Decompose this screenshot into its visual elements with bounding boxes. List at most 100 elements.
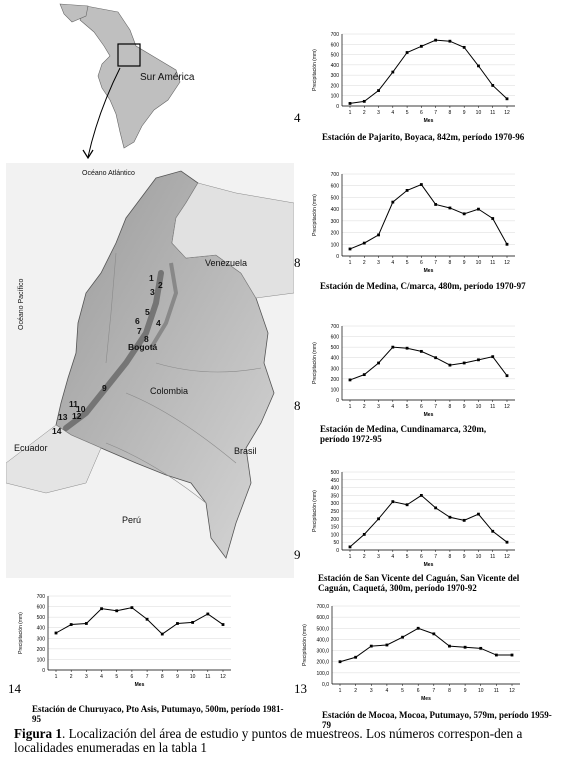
- x-tick-label: 7: [434, 554, 437, 560]
- y-tick-label: 100: [331, 387, 340, 393]
- chart-ref-churuyaco: 14: [8, 681, 21, 696]
- y-tick-label: 400: [331, 63, 340, 69]
- chart-ref-medina2: 8: [294, 398, 301, 413]
- x-tick-label: 12: [504, 110, 510, 116]
- map-point-5: 5: [145, 307, 150, 317]
- x-tick-label: 5: [406, 554, 409, 560]
- data-point: [191, 621, 195, 624]
- data-point: [494, 653, 498, 657]
- y-tick-label: 400: [37, 626, 46, 632]
- chart-label-pajarito: Estación de Pajarito, Boyaca, 842m, perí…: [322, 132, 525, 142]
- y-tick-label: 150: [331, 525, 340, 531]
- x-tick-label: 11: [490, 110, 495, 116]
- data-point: [377, 517, 380, 521]
- precipitation-line: [55, 607, 224, 635]
- y-tick-label: 700: [331, 32, 340, 38]
- x-tick-label: 6: [420, 554, 423, 560]
- data-point: [448, 39, 452, 43]
- y-axis-label: Precipitación (mm): [312, 49, 318, 91]
- data-point: [362, 533, 366, 536]
- x-tick-label: 4: [391, 260, 394, 266]
- data-point: [338, 660, 342, 664]
- x-tick-label: 8: [448, 688, 451, 694]
- data-point: [479, 646, 483, 650]
- y-tick-label: 300: [331, 219, 340, 225]
- arrow-head-icon: [82, 149, 94, 160]
- y-tick-label: 0: [336, 254, 339, 260]
- chart-ref-mocoa: 13: [294, 681, 307, 696]
- data-point: [348, 378, 352, 382]
- y-tick-label: 700: [331, 172, 340, 178]
- data-point: [462, 212, 466, 216]
- data-point: [432, 632, 436, 636]
- map-point-13: 13: [58, 412, 68, 422]
- data-point: [448, 363, 452, 367]
- data-point: [491, 355, 495, 359]
- x-tick-label: 5: [406, 110, 409, 116]
- data-point: [510, 653, 514, 657]
- data-point: [391, 200, 395, 204]
- data-point: [491, 84, 495, 87]
- x-tick-label: 1: [339, 688, 342, 694]
- map-point-6: 6: [135, 316, 140, 326]
- x-tick-label: 4: [386, 688, 389, 694]
- y-tick-label: 0: [336, 548, 339, 554]
- data-point: [405, 346, 409, 350]
- x-tick-label: 2: [70, 674, 73, 680]
- precipitation-line: [349, 346, 508, 381]
- map-label-atlantic: Océano Atlántico: [82, 170, 135, 177]
- map-label-peru: Perú: [122, 515, 142, 525]
- data-point: [505, 242, 509, 246]
- x-tick-label: 9: [463, 260, 466, 266]
- data-point: [405, 51, 409, 54]
- data-point: [221, 623, 225, 626]
- y-tick-label: 200: [331, 83, 340, 89]
- y-tick-label: 500: [331, 53, 340, 59]
- map-label-venezuela: Venezuela: [205, 258, 248, 268]
- x-tick-label: 5: [115, 674, 118, 680]
- data-point: [385, 643, 389, 647]
- data-point: [54, 631, 58, 635]
- x-tick-label: 11: [205, 674, 210, 680]
- x-tick-label: 8: [449, 554, 452, 560]
- chart-label-churuyaco: Estación de Churuyaco, Pto Asis, Putumay…: [32, 704, 284, 724]
- caption-text: . Localización del área de estudio y pun…: [14, 726, 523, 755]
- x-tick-label: 10: [476, 404, 482, 410]
- precipitation-line: [349, 39, 508, 104]
- y-tick-label: 0: [336, 104, 339, 110]
- chart-label-sanvicente: Estación de San Vicente del Caguán, San …: [318, 573, 520, 593]
- chart-ref-pajarito: 4: [294, 110, 301, 125]
- x-tick-label: 5: [406, 260, 409, 266]
- x-tick-label: 10: [190, 674, 196, 680]
- x-tick-label: 11: [490, 554, 495, 560]
- y-tick-label: 100: [331, 94, 340, 100]
- chart-label-mocoa: Estación de Mocoa, Mocoa, Putumayo, 579m…: [322, 710, 552, 730]
- data-point: [477, 358, 480, 362]
- x-tick-label: 2: [363, 260, 366, 266]
- caption-label: Figura 1: [14, 726, 62, 741]
- x-tick-label: 1: [349, 404, 352, 410]
- y-tick-label: 500: [331, 195, 340, 201]
- x-tick-label: 10: [476, 110, 482, 116]
- x-tick-label: 12: [504, 554, 510, 560]
- map-label-colombia: Colombia: [150, 386, 189, 396]
- data-point: [491, 529, 495, 533]
- colombia-map: [6, 163, 294, 578]
- x-tick-label: 1: [349, 554, 352, 560]
- y-tick-label: 300: [331, 501, 340, 507]
- y-tick-label: 300: [331, 366, 340, 372]
- x-tick-label: 9: [464, 688, 467, 694]
- x-axis-label: Mes: [424, 118, 434, 124]
- x-tick-label: 9: [463, 554, 466, 560]
- x-tick-label: 3: [85, 674, 88, 680]
- map-label-bogota: Bogotá: [128, 342, 158, 352]
- x-tick-label: 3: [377, 110, 380, 116]
- y-tick-label: 300: [331, 73, 340, 79]
- data-point: [176, 622, 179, 625]
- map-point-1: 1: [149, 273, 154, 283]
- data-point: [362, 241, 366, 245]
